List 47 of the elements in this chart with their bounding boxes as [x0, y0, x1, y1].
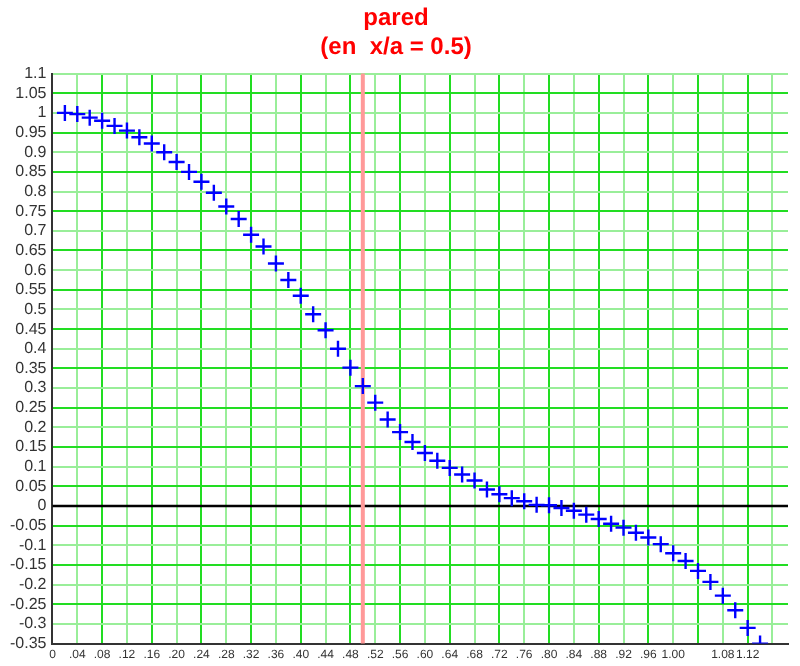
y-tick-label: 0.85 [15, 162, 48, 181]
y-tick-label: -0.1 [18, 535, 48, 554]
y-tick-label: 0.5 [24, 299, 48, 318]
y-tick-label: 0.2 [24, 417, 48, 436]
y-tick-label: 0.05 [15, 476, 48, 495]
y-tick-label: -0.35 [10, 634, 48, 653]
y-tick-label: 0.8 [24, 181, 48, 200]
point [266, 254, 286, 273]
point [316, 321, 335, 340]
y-tick-label: 1.1 [24, 64, 48, 83]
point [303, 304, 323, 324]
chart-subtitle: (en x/a = 0.5) [320, 31, 472, 60]
y-tick-label: 0.4 [24, 339, 48, 358]
y-tick-label: 0.25 [15, 398, 48, 417]
y-tick-label: 1.05 [15, 83, 48, 102]
chart-title: pared [363, 3, 429, 32]
y-tick-label: -0.05 [10, 516, 48, 535]
y-tick-label: 0.35 [15, 358, 48, 377]
y-tick-label: -0.15 [10, 555, 48, 574]
point [539, 496, 559, 515]
point [328, 339, 348, 358]
y-tick-label: 0.3 [24, 378, 48, 397]
point [55, 103, 75, 123]
y-tick-label: 0.75 [15, 201, 48, 220]
point [366, 393, 385, 412]
y-tick-label: -0.2 [18, 575, 48, 594]
y-tick-label: 0.45 [15, 319, 48, 338]
point [726, 600, 745, 620]
y-tick-label: 0.9 [24, 142, 48, 161]
y-tick-label: 1 [37, 103, 48, 122]
y-tick-label: 0.65 [15, 240, 48, 259]
y-tick-label: 0.55 [15, 280, 48, 299]
point [353, 376, 373, 396]
y-tick-label: 0 [37, 496, 48, 515]
y-tick-label: 0.15 [15, 437, 48, 456]
y-tick-label: -0.3 [18, 614, 48, 633]
point [738, 618, 757, 638]
y-tick-label: 0.7 [24, 221, 48, 240]
y-tick-label: -0.25 [10, 594, 48, 613]
point [291, 286, 310, 305]
point [341, 358, 360, 377]
y-tick-label: 0.1 [24, 457, 48, 476]
point [279, 270, 298, 290]
y-tick-label: 0.6 [24, 260, 48, 279]
point [713, 586, 733, 605]
y-tick-label: 0.95 [15, 122, 48, 141]
point [552, 498, 571, 518]
